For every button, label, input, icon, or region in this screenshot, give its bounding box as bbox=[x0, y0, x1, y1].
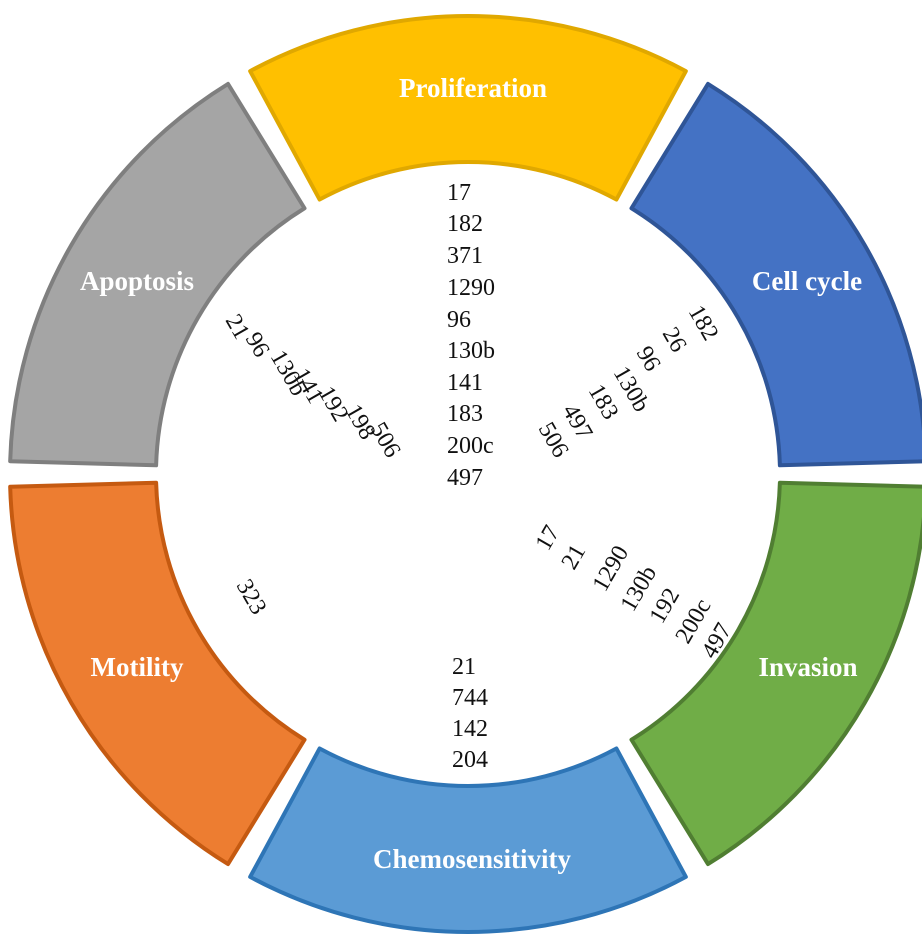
proliferation-label: Proliferation bbox=[399, 73, 547, 103]
motility-label: Motility bbox=[91, 652, 184, 682]
proliferation-item: 182 bbox=[447, 211, 483, 237]
proliferation-item: 141 bbox=[447, 370, 483, 396]
proliferation-item: 200c bbox=[447, 433, 494, 459]
segment-chemosensitivity bbox=[248, 746, 688, 934]
invasion-item: 17 bbox=[531, 521, 566, 555]
motility-list: 323 bbox=[231, 575, 272, 619]
cell-cycle-list: 182 26 96 130b 183 497 506 bbox=[533, 301, 724, 462]
proliferation-item: 497 bbox=[447, 465, 483, 491]
cell-cycle-item: 26 bbox=[657, 323, 692, 357]
segment-apoptosis bbox=[8, 81, 307, 468]
chemosensitivity-item: 204 bbox=[452, 747, 488, 773]
motility-item: 323 bbox=[231, 575, 272, 619]
invasion-label: Invasion bbox=[758, 652, 857, 682]
proliferation-item: 130b bbox=[447, 338, 495, 364]
proliferation-item: 1290 bbox=[447, 275, 495, 301]
segment-proliferation bbox=[248, 14, 688, 202]
chemosensitivity-label: Chemosensitivity bbox=[373, 844, 571, 874]
chemosensitivity-item: 142 bbox=[452, 716, 488, 742]
segment-invasion bbox=[629, 480, 922, 867]
chemosensitivity-list: 21 744 142 204 bbox=[452, 654, 488, 773]
cell-cycle-label: Cell cycle bbox=[752, 266, 862, 296]
invasion-list: 17 21 1290 130b 192 200c 497 bbox=[531, 521, 738, 663]
invasion-item: 21 bbox=[557, 540, 592, 574]
segment-cell-cycle bbox=[629, 81, 922, 468]
apoptosis-label: Apoptosis bbox=[80, 266, 194, 296]
proliferation-list: 17 182 371 1290 96 130b 141 183 200c 497 bbox=[447, 180, 495, 491]
chemosensitivity-item: 21 bbox=[452, 654, 476, 680]
proliferation-item: 17 bbox=[447, 180, 471, 206]
apoptosis-list: 21 96 130b 141 192 198 506 bbox=[220, 310, 406, 462]
segment-motility bbox=[8, 480, 307, 867]
proliferation-item: 371 bbox=[447, 243, 483, 269]
ring-segments bbox=[8, 14, 922, 934]
proliferation-item: 183 bbox=[447, 401, 483, 427]
chemosensitivity-item: 744 bbox=[452, 685, 488, 711]
proliferation-item: 96 bbox=[447, 307, 471, 333]
